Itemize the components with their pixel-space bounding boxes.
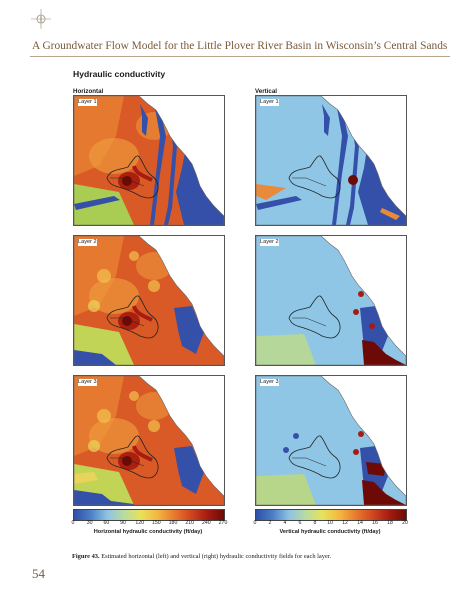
panel-label: Layer 2	[260, 239, 279, 246]
map-panel-vertical-layer-2: Layer 2	[255, 235, 407, 366]
section-title: Hydraulic conductivity	[73, 69, 166, 79]
colorbar-label-horizontal: Horizontal hydraulic conductivity (ft/da…	[93, 529, 203, 535]
colorbar-tick-label: 120	[135, 520, 144, 526]
caption-label: Figure 43.	[72, 553, 100, 560]
panel-label: Layer 3	[78, 379, 97, 386]
colorbar-label-vertical: Vertical hydraulic conductivity (ft/day)	[279, 529, 381, 535]
colorbar-tick-label: 90	[120, 520, 126, 526]
page-number: 54	[32, 566, 45, 581]
colorbar-tick-label: 4	[283, 520, 287, 526]
conductivity-map	[256, 236, 406, 365]
colorbar-tick-label: 180	[168, 520, 178, 526]
conductivity-map	[74, 96, 224, 225]
colorbar-tick-label: 210	[185, 520, 194, 526]
panel-label: Layer 3	[260, 379, 279, 386]
colorbar-tick-label: 240	[202, 520, 211, 526]
colorbar-tick-label: 2	[268, 520, 272, 526]
colorbar-tick-label: 14	[357, 520, 363, 526]
colorbar-vertical	[255, 509, 407, 521]
map-panel-vertical-layer-3: Layer 3	[255, 375, 407, 506]
map-panel-horizontal-layer-1: Layer 1	[73, 95, 225, 226]
colorbar-tick-label: 8	[313, 520, 317, 526]
panel-label: Layer 2	[78, 239, 97, 246]
colorbar-ticks-vertical: 0 2 4 6 8 10 12 14 16 18 20	[253, 520, 408, 530]
compass-rose-icon	[31, 9, 51, 29]
panel-label: Layer 1	[260, 99, 279, 106]
column-label-horizontal: Horizontal	[73, 88, 104, 95]
colorbar-horizontal	[73, 509, 225, 521]
column-label-vertical: Vertical	[255, 88, 278, 95]
colorbar-tick-label: 6	[298, 520, 302, 526]
conductivity-map	[74, 236, 224, 365]
conductivity-map	[256, 376, 406, 505]
figure-caption: Figure 43. Estimated horizontal (left) a…	[72, 553, 331, 560]
map-panel-horizontal-layer-2: Layer 2	[73, 235, 225, 366]
colorbar-tick-label: 150	[152, 520, 161, 526]
colorbar-tick-label: 18	[387, 520, 393, 526]
colorbar-tick-label: 0	[71, 520, 75, 526]
colorbar-ticks-horizontal: 0 30 60 90 120 150 180 210 240 270	[71, 520, 228, 530]
colorbar-tick-label: 30	[86, 520, 93, 526]
header-rule	[30, 56, 450, 57]
conductivity-map	[74, 376, 224, 505]
colorbar-tick-label: 270	[218, 520, 228, 526]
colorbar-tick-label: 16	[372, 520, 378, 526]
caption-text: Estimated horizontal (left) and vertical…	[101, 553, 332, 560]
conductivity-map	[256, 96, 406, 225]
map-panel-horizontal-layer-3: Layer 3	[73, 375, 225, 506]
running-title: A Groundwater Flow Model for the Little …	[32, 40, 448, 52]
colorbar-tick-label: 10	[327, 520, 333, 526]
panel-label: Layer 1	[78, 99, 97, 106]
map-panel-vertical-layer-1: Layer 1	[255, 95, 407, 226]
colorbar-tick-label: 0	[253, 520, 257, 526]
colorbar-tick-label: 20	[402, 520, 408, 526]
colorbar-tick-label: 12	[342, 520, 348, 526]
colorbar-tick-label: 60	[103, 520, 110, 526]
